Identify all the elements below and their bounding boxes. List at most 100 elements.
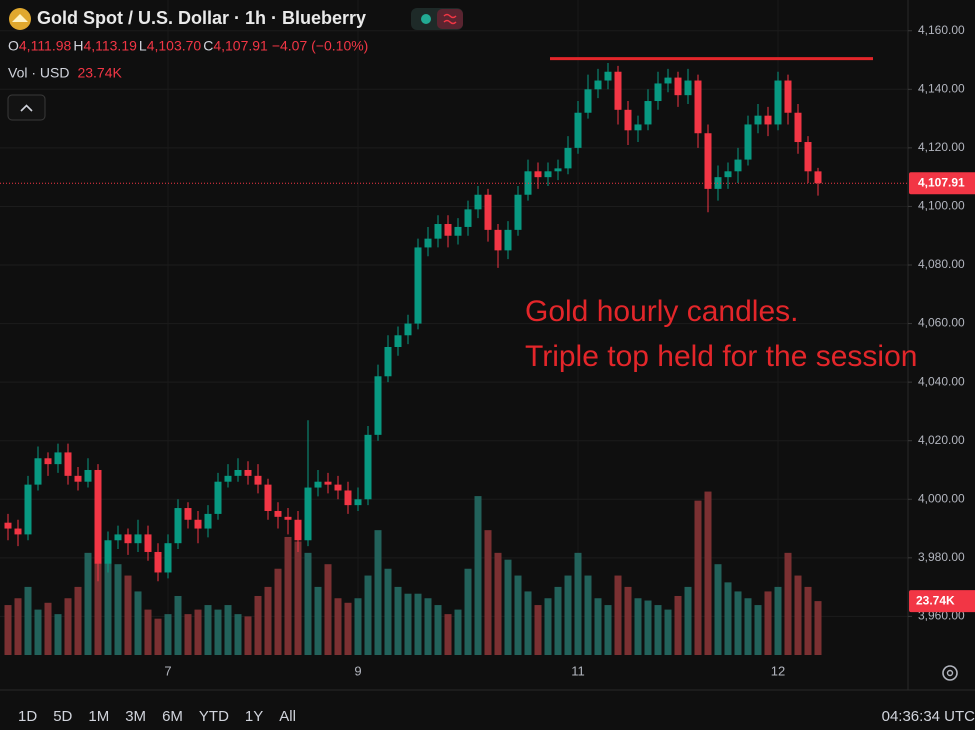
candle-body <box>354 499 362 506</box>
candle-body <box>654 83 662 102</box>
y-tick-label: 4,000.00 <box>918 491 965 505</box>
volume-bar <box>564 575 572 655</box>
candle-body <box>574 112 582 148</box>
candle-body <box>544 171 552 178</box>
volume-bar <box>474 496 482 655</box>
candle-body <box>54 452 62 465</box>
volume-bar <box>164 614 172 655</box>
volume-bar <box>24 586 32 655</box>
candle-body <box>84 469 92 482</box>
candle-body <box>434 224 442 239</box>
volume-bar <box>174 595 182 655</box>
candle-pane <box>4 62 822 582</box>
candle-body <box>484 194 492 230</box>
candle-body <box>424 238 432 248</box>
last-price-tag <box>909 172 975 195</box>
candle-body <box>534 171 542 178</box>
range-button[interactable]: 5D <box>53 708 72 725</box>
y-tick-label: 4,160.00 <box>918 23 965 37</box>
volume-bar <box>414 593 422 655</box>
settings-button[interactable] <box>942 665 958 681</box>
volume-bar <box>594 598 602 655</box>
candle-body <box>64 452 72 476</box>
y-tick-label: 4,080.00 <box>918 257 965 271</box>
candle-body <box>194 519 202 529</box>
candle-body <box>264 484 272 511</box>
candle-body <box>404 323 412 336</box>
x-tick-label: 9 <box>354 663 361 678</box>
volume-bar <box>494 552 502 655</box>
candle-body <box>274 510 282 517</box>
volume-bar <box>464 568 472 655</box>
volume-bar <box>254 595 262 655</box>
candle-body <box>594 80 602 90</box>
annotation-line: Triple top held for the session <box>525 340 917 373</box>
candle-body <box>104 540 112 564</box>
ohlc-key: C <box>203 38 213 54</box>
candle-body <box>814 171 822 184</box>
candle-body <box>714 177 722 189</box>
range-button[interactable]: All <box>279 708 296 725</box>
volume-bar <box>714 564 722 655</box>
candle-body <box>684 80 692 96</box>
volume-bar <box>754 605 762 655</box>
candle-body <box>804 142 812 172</box>
y-tick-label: 4,140.00 <box>918 81 965 95</box>
ohlc-key: L <box>139 38 147 54</box>
volume-bar <box>394 586 402 655</box>
candle-body <box>794 112 802 143</box>
candle-body <box>564 147 572 169</box>
volume-bar <box>634 598 642 655</box>
volume-bar <box>434 605 442 655</box>
volume-bar <box>154 618 162 655</box>
range-button[interactable]: 1D <box>18 708 37 725</box>
candle-body <box>754 115 762 125</box>
candle-body <box>174 508 182 544</box>
volume-bar <box>364 575 372 655</box>
candle-body <box>624 109 632 131</box>
candle-body <box>454 226 462 236</box>
collapse-button[interactable] <box>7 94 46 121</box>
candle-body <box>614 71 622 110</box>
candle-body <box>734 159 742 172</box>
toolbar: 1D 5D 1M 3M 6M YTD 1Y All <box>18 708 296 725</box>
range-button[interactable]: YTD <box>199 708 229 725</box>
candle-body <box>444 224 452 236</box>
candle-body <box>234 469 242 476</box>
volume-bar <box>744 598 752 655</box>
grid <box>0 0 908 655</box>
candle-body <box>14 528 22 535</box>
volume-bar <box>704 491 712 655</box>
range-button[interactable]: 1M <box>88 708 109 725</box>
volume-bar <box>374 530 382 655</box>
volume-bar <box>344 602 352 655</box>
y-tick-label: 3,980.00 <box>918 550 965 564</box>
range-button[interactable]: 6M <box>162 708 183 725</box>
candle-body <box>184 508 192 520</box>
volume-bar <box>804 586 812 655</box>
volume-bar <box>724 582 732 655</box>
volume-bar <box>44 602 52 655</box>
volume-tag-label: 23.74K <box>916 593 955 607</box>
volume-bar <box>14 598 22 655</box>
volume-bar <box>424 598 432 655</box>
candle-body <box>494 229 502 251</box>
candle-body <box>44 458 52 465</box>
volume-bar <box>74 586 82 655</box>
candle-body <box>704 133 712 189</box>
y-tick-label: 4,040.00 <box>918 374 965 388</box>
range-button[interactable]: 3M <box>125 708 146 725</box>
range-button[interactable]: 1Y <box>245 708 263 725</box>
volume-bar <box>644 600 652 655</box>
candle-body <box>584 89 592 113</box>
y-tick-label: 4,020.00 <box>918 433 965 447</box>
ohlc-value: 4,113.19 <box>83 38 137 54</box>
candle-body <box>124 534 132 544</box>
candle-body <box>284 516 292 520</box>
candle-body <box>394 335 402 347</box>
overlay: 3,960.003,980.004,000.004,020.004,040.00… <box>0 23 975 678</box>
candle-body <box>244 469 252 476</box>
candle-body <box>164 543 172 573</box>
